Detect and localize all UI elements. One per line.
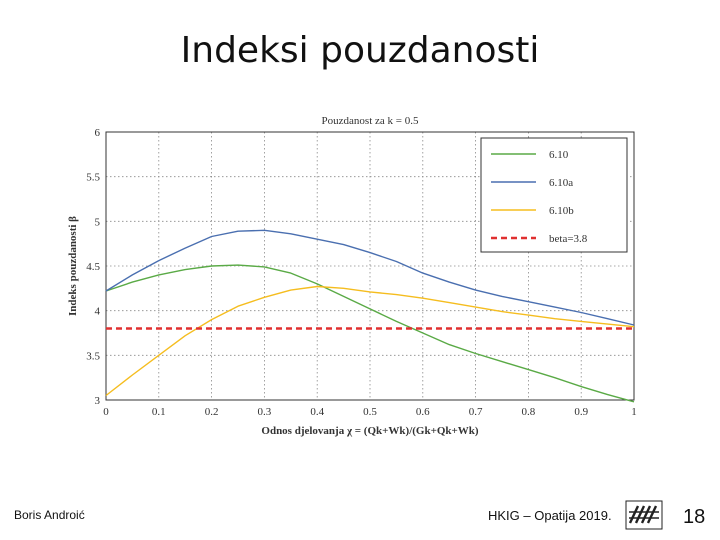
x-tick-label: 1 [631,406,637,418]
y-tick-label: 4 [95,306,101,318]
slide-title: Indeksi pouzdanosti [180,30,540,71]
x-tick-label: 0.3 [258,406,272,418]
legend-label-3: 6.10b [549,205,574,217]
series-lines [105,229,635,403]
author-name: Boris Androić [14,508,85,522]
series-line-2 [105,229,635,326]
chart-title: Pouzdanost za k = 0.5 [322,115,419,127]
x-tick-label: 0.4 [310,406,324,418]
y-axis-label: Indeks pouzdanosti β [67,216,79,316]
reliability-chart: 0 0.1 0.2 0.3 0.4 0.5 0.6 0.7 0.8 0.9 1 3 3.5 4 4.5 5 5… [67,115,637,437]
plot-frame [105,131,635,401]
y-tick-label: 3.5 [86,350,100,362]
x-tick-label: 0.5 [363,406,377,418]
y-tick-label: 4.5 [86,261,100,273]
y-tick-label: 5.5 [86,172,100,184]
x-tick-labels: 0 0.1 0.2 0.3 0.4 0.5 0.6 0.7 0.8 0.9 1 [103,406,637,418]
hkig-logo-icon [625,500,663,530]
x-axis-label: Odnos djelovanja χ = (Qk+Wk)/(Gk+Qk+Wk) [261,425,479,437]
legend-label-2: 6.10a [549,177,573,189]
legend: 6.10 6.10a 6.10b beta=3.8 [480,137,628,253]
x-tick-label: 0.6 [416,406,430,418]
x-tick-label: 0.8 [522,406,536,418]
x-tick-label: 0.1 [152,406,166,418]
legend-label-1: 6.10 [549,149,569,161]
legend-label-4: beta=3.8 [549,233,588,245]
x-tick-label: 0.2 [205,406,219,418]
x-tick-label: 0 [103,406,109,418]
page-number: 18 [683,506,706,528]
y-tick-label: 3 [95,395,101,407]
y-tick-label: 5 [95,216,101,228]
x-tick-label: 0.9 [574,406,588,418]
series-line-3 [105,285,635,397]
x-tick-label: 0.7 [469,406,483,418]
y-tick-labels: 3 3.5 4 4.5 5 5.5 6 [86,127,100,407]
series-line-1 [105,264,635,403]
y-tick-label: 6 [95,127,101,139]
event-name: HKIG – Opatija 2019. [488,508,612,523]
legend-box [480,137,628,253]
